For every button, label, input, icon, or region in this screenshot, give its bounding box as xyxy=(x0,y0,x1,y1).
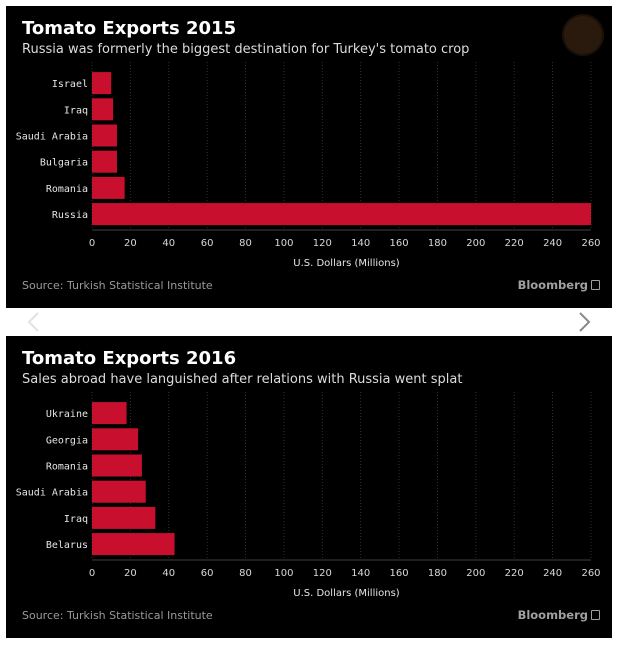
bar xyxy=(92,533,175,556)
bar xyxy=(92,150,117,173)
x-tick-label: 160 xyxy=(390,238,409,249)
x-tick-label: 0 xyxy=(89,568,95,579)
category-label: Iraq xyxy=(64,105,88,116)
bar xyxy=(92,203,591,226)
next-arrow-icon[interactable] xyxy=(574,310,596,334)
chart-title: Tomato Exports 2016 xyxy=(22,348,237,369)
x-tick-label: 100 xyxy=(274,238,293,249)
x-tick-label: 200 xyxy=(466,238,485,249)
x-tick-label: 240 xyxy=(543,238,562,249)
bar xyxy=(92,176,125,199)
x-tick-label: 140 xyxy=(351,568,370,579)
category-label: Romania xyxy=(46,462,88,473)
bloomberg-logo-icon: Bloomberg xyxy=(518,278,600,292)
x-tick-label: 40 xyxy=(162,568,175,579)
x-tick-label: 120 xyxy=(313,568,332,579)
x-tick-label: 240 xyxy=(543,568,562,579)
bar-chart-2015: Israel Iraq Saudi Arabia Bulgaria Romania Rus… xyxy=(16,62,601,269)
x-tick-label: 260 xyxy=(581,568,600,579)
category-label: Saudi Arabia xyxy=(16,488,88,499)
x-tick-label: 0 xyxy=(89,238,95,249)
chart-title: Tomato Exports 2015 xyxy=(22,18,237,39)
x-tick-label: 160 xyxy=(390,568,409,579)
x-tick-label: 260 xyxy=(581,238,600,249)
category-label: Belarus xyxy=(46,540,88,551)
x-axis-title: U.S. Dollars (Millions) xyxy=(293,588,400,599)
x-tick-label: 20 xyxy=(124,568,137,579)
bar xyxy=(92,428,139,451)
x-tick-label: 200 xyxy=(466,568,485,579)
prev-arrow-icon[interactable] xyxy=(24,310,46,334)
bar xyxy=(92,480,146,503)
user-avatar-icon xyxy=(562,14,604,56)
x-tick-label: 60 xyxy=(201,568,214,579)
chart-panel-2015: Tomato Exports 2015 Russia was formerly … xyxy=(6,6,612,308)
chart-subtitle: Russia was formerly the biggest destinat… xyxy=(22,42,470,57)
category-label: Romania xyxy=(46,184,88,195)
category-label: Georgia xyxy=(46,435,88,446)
bar-chart-2016: Ukraine Georgia Romania Saudi Arabia Iraq Bel… xyxy=(16,392,601,599)
x-tick-label: 140 xyxy=(351,238,370,249)
x-tick-label: 40 xyxy=(162,238,175,249)
category-label: Iraq xyxy=(64,514,88,525)
chart-subtitle: Sales abroad have languished after relat… xyxy=(22,372,463,387)
chart-panel-2016: Tomato Exports 2016 Sales abroad have la… xyxy=(6,336,612,638)
category-label: Ukraine xyxy=(46,409,88,420)
bloomberg-logo-icon: Bloomberg xyxy=(518,608,600,622)
x-tick-label: 180 xyxy=(428,568,447,579)
x-tick-label: 80 xyxy=(239,568,252,579)
category-label: Russia xyxy=(52,210,88,221)
source-note: Source: Turkish Statistical Institute xyxy=(22,609,213,622)
bar xyxy=(92,98,114,121)
x-tick-label: 20 xyxy=(124,238,137,249)
bar xyxy=(92,506,156,529)
category-label: Saudi Arabia xyxy=(16,132,88,143)
x-tick-label: 60 xyxy=(201,238,214,249)
bar xyxy=(92,124,117,147)
x-tick-label: 220 xyxy=(505,238,524,249)
bloomberg-mark-icon xyxy=(591,610,600,620)
brand-name: Bloomberg xyxy=(517,608,588,622)
bloomberg-mark-icon xyxy=(591,280,600,290)
x-tick-label: 220 xyxy=(505,568,524,579)
bar xyxy=(92,72,112,95)
bar xyxy=(92,454,142,477)
x-tick-label: 120 xyxy=(313,238,332,249)
x-tick-label: 180 xyxy=(428,238,447,249)
x-axis-title: U.S. Dollars (Millions) xyxy=(293,258,400,269)
category-label: Bulgaria xyxy=(40,158,88,169)
source-note: Source: Turkish Statistical Institute xyxy=(22,279,213,292)
brand-name: Bloomberg xyxy=(517,278,588,292)
x-tick-label: 80 xyxy=(239,238,252,249)
x-tick-label: 100 xyxy=(274,568,293,579)
bar xyxy=(92,402,127,425)
category-label: Israel xyxy=(52,79,88,90)
